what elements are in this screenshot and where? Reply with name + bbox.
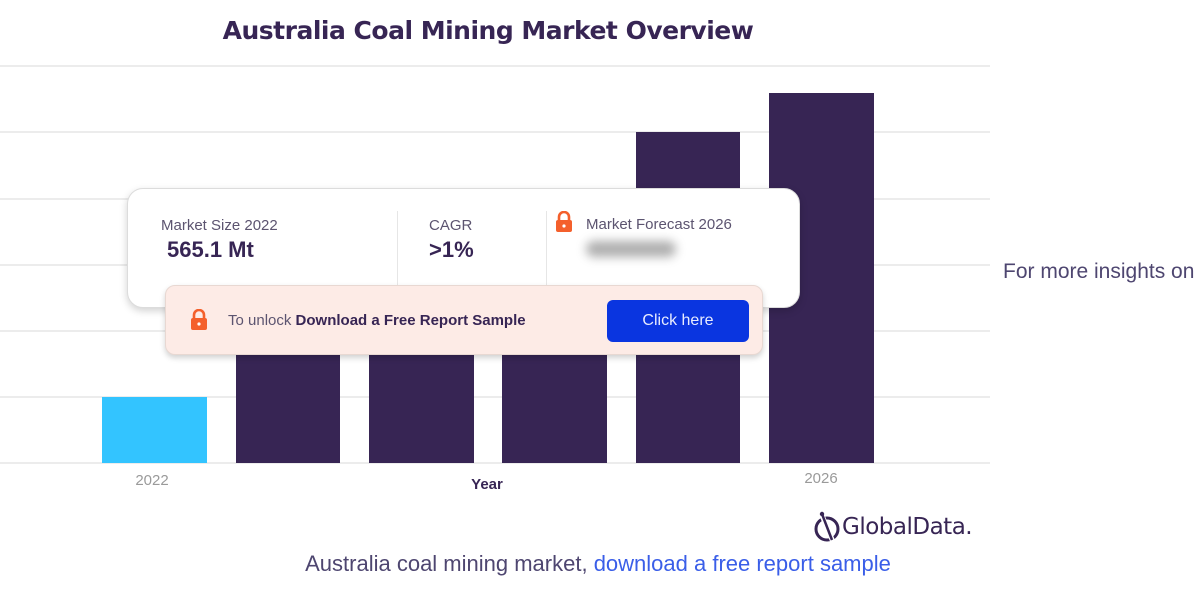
- unlock-text: To unlock Download a Free Report Sample: [228, 312, 526, 329]
- gridline: [0, 396, 990, 398]
- x-tick-2022: 2022: [135, 472, 169, 489]
- divider: [546, 211, 547, 287]
- globaldata-logo-icon: [814, 511, 840, 543]
- side-text: For more insights on: [1003, 260, 1195, 283]
- cagr-stat: CAGR >1%: [429, 217, 474, 263]
- caption: Australia coal mining market, download a…: [0, 551, 1200, 577]
- unlock-bold-text: Download a Free Report Sample: [295, 312, 526, 329]
- x-tick-2026: 2026: [804, 470, 838, 487]
- x-axis-line: [0, 462, 990, 464]
- cagr-value: >1%: [429, 237, 474, 262]
- bar-2022[interactable]: [102, 397, 207, 463]
- x-axis-label: Year: [471, 476, 503, 493]
- lock-icon: [191, 309, 207, 330]
- market-size-value: 565.1 Mt: [167, 237, 254, 262]
- divider: [397, 211, 398, 287]
- download-sample-link[interactable]: download a free report sample: [593, 551, 891, 576]
- lock-icon: [556, 211, 572, 232]
- globaldata-logo-text: GlobalData.: [842, 514, 973, 540]
- cagr-label: CAGR: [429, 217, 473, 234]
- gridline: [0, 65, 990, 67]
- click-here-button[interactable]: Click here: [607, 300, 749, 342]
- gridline: [0, 131, 990, 133]
- globaldata-logo: GlobalData.: [812, 510, 973, 544]
- chart-title: Australia Coal Mining Market Overview: [222, 16, 754, 45]
- market-forecast-stat: Market Forecast 2026: [586, 216, 732, 257]
- market-forecast-label: Market Forecast 2026: [586, 216, 732, 233]
- unlock-banner: To unlock Download a Free Report Sample …: [165, 285, 763, 355]
- market-size-stat: Market Size 2022 565.1 Mt: [161, 217, 278, 263]
- unlock-prefix: To unlock: [228, 312, 296, 329]
- market-size-label: Market Size 2022: [161, 217, 278, 234]
- caption-text: Australia coal mining market,: [305, 551, 594, 576]
- hidden-forecast-value: [586, 241, 676, 257]
